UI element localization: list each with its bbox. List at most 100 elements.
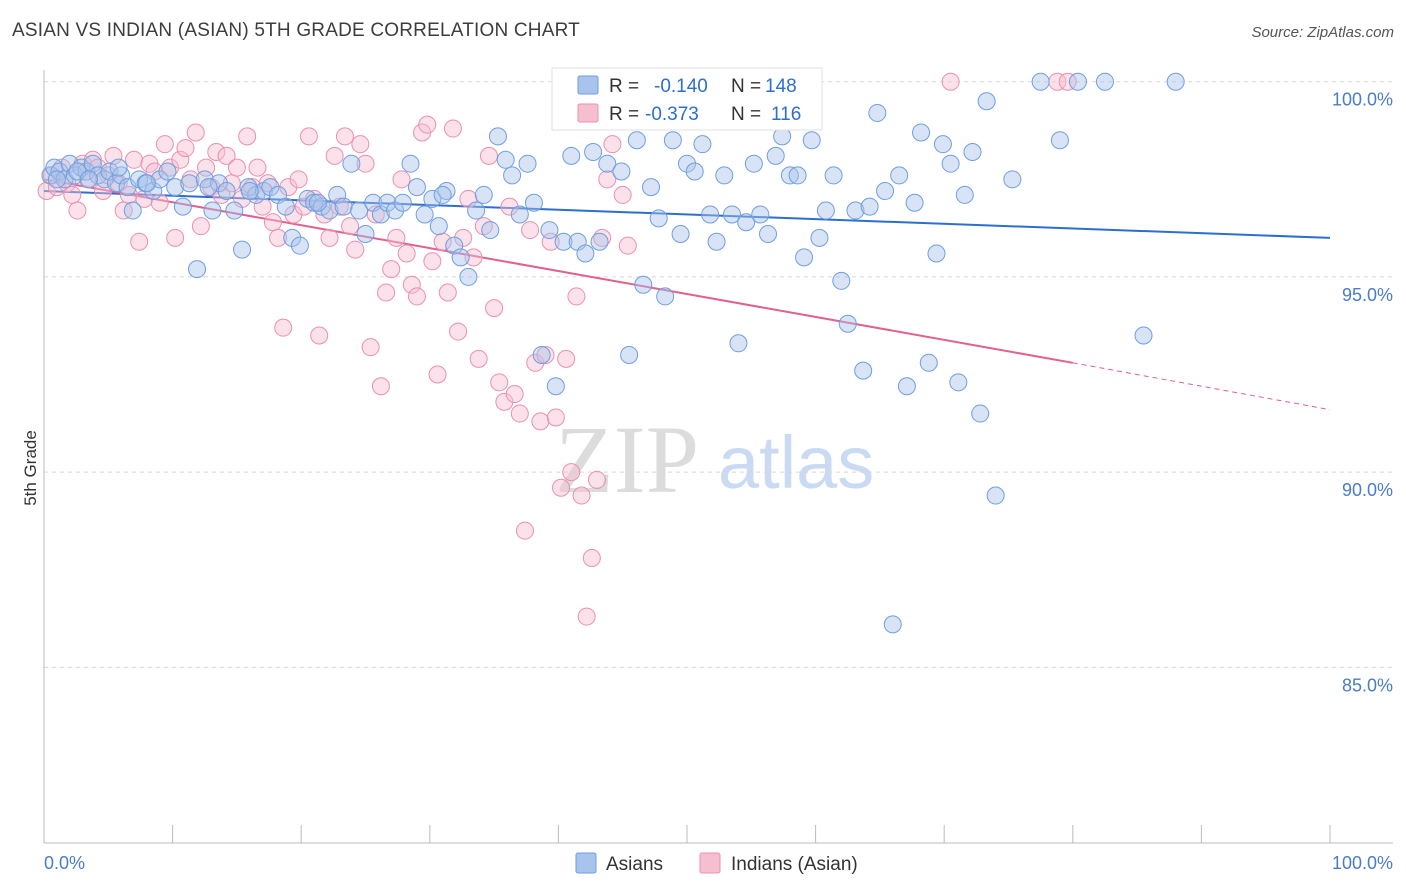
asians-point (540, 221, 559, 240)
asians-point (846, 201, 865, 220)
asians-point (802, 131, 821, 150)
asians-point (715, 166, 734, 185)
asians-point (80, 170, 99, 189)
asians-point (356, 224, 375, 243)
indians-point (598, 170, 617, 189)
indians-point (207, 142, 226, 161)
legend-asians-n-label: N = (731, 76, 761, 97)
asians-point (816, 201, 835, 220)
asians-point (729, 334, 748, 353)
asians-point (627, 131, 646, 150)
asians-point (451, 248, 470, 267)
bottom-legend-indians-label: Indians (Asian) (731, 854, 858, 875)
legend-indians-r-value: -0.373 (645, 104, 699, 125)
asians-point (905, 193, 924, 212)
chart-title: ASIAN VS INDIAN (ASIAN) 5TH GRADE CORREL… (12, 20, 580, 41)
indians-point (387, 228, 406, 247)
asians-point (955, 185, 974, 204)
asians-point (788, 166, 807, 185)
asians-point (832, 271, 851, 290)
asians-point (393, 193, 412, 212)
indians-point (587, 470, 606, 489)
asians-point (342, 154, 361, 173)
asians-point (1003, 170, 1022, 189)
asians-point (671, 224, 690, 243)
indians-point (469, 349, 488, 368)
asians-point (854, 361, 873, 380)
asians-point (308, 193, 327, 212)
asians-point (240, 182, 259, 201)
asians-point (795, 248, 814, 267)
indians-point (299, 127, 318, 146)
asians-point (963, 142, 982, 161)
asians-point (166, 178, 185, 197)
asians-point (350, 201, 369, 220)
asians-point (47, 170, 66, 189)
indians-point (68, 201, 87, 220)
asians-point (656, 287, 675, 306)
y-axis-title: 5th Grade (21, 430, 40, 506)
indians-point (613, 185, 632, 204)
asians-point (876, 182, 895, 201)
asians-point (1166, 72, 1185, 91)
asians-point (883, 615, 902, 634)
asians-point (1050, 131, 1069, 150)
indians-point (536, 345, 555, 364)
indians-point (490, 373, 509, 392)
indians-point (515, 521, 534, 540)
indians-point (407, 287, 426, 306)
indians-point (171, 150, 190, 169)
indians-point (397, 244, 416, 263)
asians-point (532, 345, 551, 364)
asians-point (546, 377, 565, 396)
asians-point (233, 240, 252, 259)
asians-point (584, 142, 603, 161)
asians-point (780, 166, 799, 185)
asians-point (1068, 72, 1087, 91)
indians-point (500, 197, 519, 216)
indians-point (269, 228, 288, 247)
indians-points (37, 72, 1077, 626)
asians-point (890, 166, 909, 185)
asians-point (415, 205, 434, 224)
asians-point (283, 228, 302, 247)
asians-point (225, 201, 244, 220)
asians-point (723, 205, 742, 224)
indians-point (63, 185, 82, 204)
indians-point (562, 463, 581, 482)
asians-point (1134, 326, 1153, 345)
asians-point (897, 377, 916, 396)
legend-asians-n-value: 148 (765, 76, 797, 97)
y-tick-label: 85.0% (1342, 675, 1393, 695)
asians-point (180, 174, 199, 193)
asians-point (912, 123, 931, 142)
indians-point (176, 139, 195, 158)
indians-point (330, 197, 349, 216)
indians-point (227, 158, 246, 177)
indians-point (510, 404, 529, 423)
asians-point (685, 162, 704, 181)
asians-point (598, 154, 617, 173)
asians-point (919, 353, 938, 372)
y-tick-label: 100.0% (1332, 90, 1393, 110)
asians-point (810, 228, 829, 247)
asians-point (524, 193, 543, 212)
indians-point (289, 170, 308, 189)
asians-point (188, 260, 207, 279)
indians-point (253, 197, 272, 216)
indians-point (618, 236, 637, 255)
y-tick-labels: 85.0% 90.0% 95.0% 100.0% (1332, 90, 1393, 696)
indians-point (155, 135, 174, 154)
asians-point (977, 92, 996, 111)
asians-point (971, 404, 990, 423)
asians-point (590, 232, 609, 251)
asians-point (173, 197, 192, 216)
y-tick-label: 90.0% (1342, 480, 1393, 500)
correlation-legend: R = -0.140 N = 148 R = -0.373 N = 116 (551, 67, 823, 131)
asians-point (933, 135, 952, 154)
asians-point (334, 197, 353, 216)
indians-point (423, 252, 442, 271)
indians-point (485, 299, 504, 318)
indians-point (582, 549, 601, 568)
asians-point (860, 197, 879, 216)
